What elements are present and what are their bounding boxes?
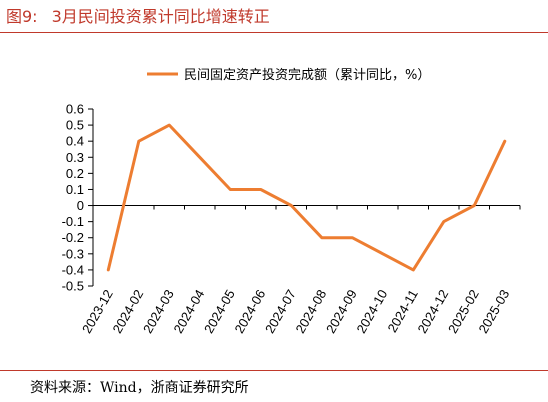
figure-title-text: 3月民间投资累计同比增速转正 (51, 7, 270, 26)
figure-title: 图9: 3月民间投资累计同比增速转正 (6, 3, 270, 27)
y-tick-label: -0.3 (62, 246, 84, 261)
legend-label: 民间固定资产投资完成额（累计同比，%） (184, 67, 430, 83)
y-tick-label: -0.1 (62, 214, 84, 229)
y-tick-label: -0.4 (62, 262, 84, 277)
y-tick-label: 0.6 (66, 102, 84, 117)
plot-area (106, 123, 507, 272)
y-tick-label: 0.4 (66, 134, 84, 149)
source-note: 资料来源：Wind，浙商证券研究所 (30, 380, 249, 396)
title-divider (0, 32, 548, 33)
x-axis: 2023-122024-022024-032024-042024-052024-… (79, 205, 521, 336)
source-divider (0, 370, 548, 371)
figure-number: 图9: (6, 7, 38, 26)
y-tick-label: 0.5 (66, 118, 84, 133)
y-tick-label: 0.1 (66, 182, 84, 197)
line-chart: 民间固定资产投资完成额（累计同比，%） 0.60.50.40.30.20.10-… (62, 67, 521, 336)
chart-legend: 民间固定资产投资完成额（累计同比，%） (147, 67, 430, 83)
y-tick-label: 0 (77, 198, 84, 213)
series-line (106, 123, 507, 272)
y-tick-label: 0.2 (66, 166, 84, 181)
y-tick-label: -0.2 (62, 230, 84, 245)
y-tick-label: 0.3 (66, 150, 84, 165)
y-tick-label: -0.5 (62, 279, 84, 294)
y-axis: 0.60.50.40.30.20.10-0.1-0.2-0.3-0.4 -0.5 (62, 102, 94, 294)
